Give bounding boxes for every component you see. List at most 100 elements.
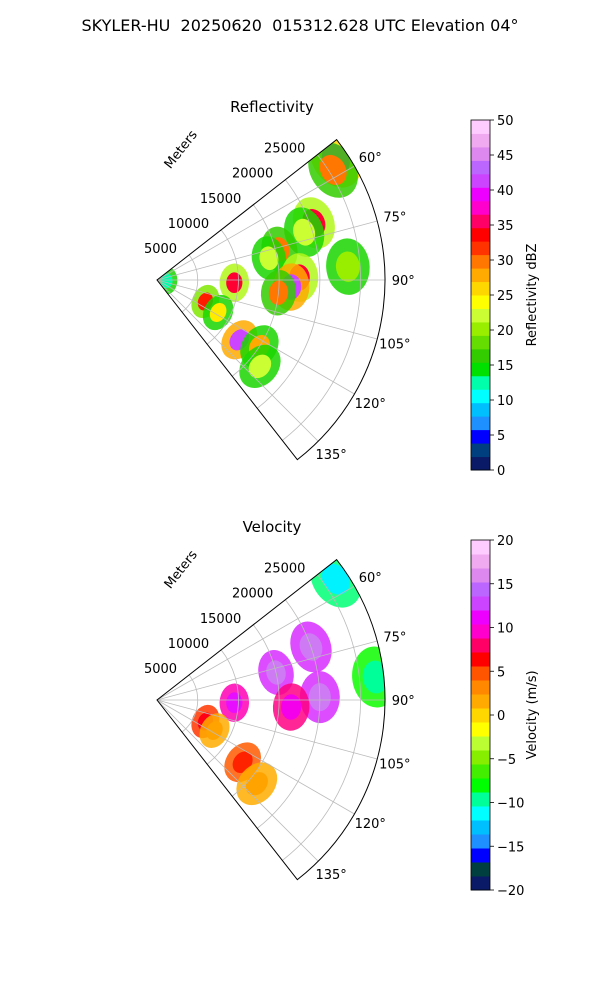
range-ring bbox=[231, 204, 280, 377]
panel-title: Velocity bbox=[243, 518, 302, 536]
colorbar-swatch bbox=[471, 582, 490, 597]
colorbar-swatch bbox=[471, 146, 490, 161]
colorbar-tick-label: 10 bbox=[497, 622, 514, 637]
range-tick-label: 20000 bbox=[232, 587, 273, 602]
colorbar: 0 5 10 15 20 25 30 35 40 45 50 Reflectivity dBZ bbox=[470, 114, 540, 479]
azimuth-tick-label: 90° bbox=[392, 694, 415, 709]
azimuth-line bbox=[156, 165, 355, 281]
velocity-panel: Velocity 5000 10000 15000 20000 25000 Meters 60… bbox=[144, 518, 540, 899]
range-ring bbox=[181, 254, 199, 313]
colorbar-swatch bbox=[471, 834, 490, 849]
range-ring bbox=[181, 674, 199, 733]
azimuth-line bbox=[156, 699, 355, 815]
colorbar-tick-label: 45 bbox=[497, 149, 514, 164]
colorbar-tick-label: 0 bbox=[497, 709, 505, 724]
azimuth-tick-label: 120° bbox=[355, 817, 386, 832]
colorbar-swatch bbox=[471, 806, 490, 821]
range-tick-label: 15000 bbox=[200, 612, 241, 627]
colorbar-tick-label: 50 bbox=[497, 114, 514, 129]
colorbar-swatch bbox=[471, 281, 490, 296]
colorbar-swatch bbox=[471, 862, 490, 877]
grid-layer bbox=[156, 574, 385, 862]
echo-layer bbox=[157, 139, 370, 388]
azimuth-tick-label: 105° bbox=[379, 338, 410, 353]
colorbar: −20 −15 −10 −5 0 5 10 15 20 Velocity (m/s) bbox=[470, 534, 540, 899]
azimuth-tick-label: 60° bbox=[359, 571, 382, 586]
colorbar-swatch bbox=[471, 389, 490, 404]
colorbar-swatch bbox=[471, 241, 490, 256]
azimuth-line bbox=[156, 699, 319, 862]
azimuth-tick-label: 135° bbox=[315, 448, 346, 463]
range-tick-label: 10000 bbox=[168, 637, 209, 652]
colorbar-tick-label: 25 bbox=[497, 289, 514, 304]
colorbar-swatch bbox=[471, 416, 490, 431]
colorbar-swatch bbox=[471, 680, 490, 695]
colorbar-swatch bbox=[471, 254, 490, 269]
colorbar-tick-label: −15 bbox=[497, 840, 524, 855]
range-tick-label: 25000 bbox=[264, 562, 305, 577]
azimuth-line bbox=[156, 279, 355, 395]
colorbar-swatch bbox=[471, 540, 490, 555]
colorbar-swatch bbox=[471, 652, 490, 667]
range-tick-label: 10000 bbox=[168, 217, 209, 232]
colorbar-swatch bbox=[471, 722, 490, 737]
colorbar-tick-label: 20 bbox=[497, 324, 514, 339]
range-ring bbox=[206, 229, 239, 345]
azimuth-tick-label: 120° bbox=[355, 397, 386, 412]
colorbar-tick-label: 30 bbox=[497, 254, 514, 269]
azimuth-tick-label: 75° bbox=[383, 630, 406, 645]
colorbar-swatch bbox=[471, 120, 490, 134]
colorbar-label: Velocity (m/s) bbox=[525, 670, 540, 759]
colorbar-swatch bbox=[471, 187, 490, 202]
colorbar-swatch bbox=[471, 173, 490, 188]
colorbar-swatch bbox=[471, 764, 490, 779]
colorbar-tick-label: 0 bbox=[497, 464, 505, 479]
colorbar-swatch bbox=[471, 348, 490, 363]
colorbar-swatch bbox=[471, 227, 490, 242]
colorbar-tick-label: −20 bbox=[497, 884, 524, 899]
echo-core-cell bbox=[248, 354, 272, 379]
echo-core-cell bbox=[281, 694, 302, 720]
colorbar-swatch bbox=[471, 624, 490, 639]
azimuth-tick-label: 60° bbox=[359, 151, 382, 166]
sector-outline bbox=[156, 558, 386, 881]
colorbar-swatch bbox=[471, 778, 490, 793]
range-ring bbox=[257, 179, 321, 409]
echo-core-cell bbox=[362, 660, 385, 694]
range-ring bbox=[282, 574, 361, 861]
colorbar-swatch bbox=[471, 268, 490, 283]
figure-title: SKYLER-HU 20250620 015312.628 UTC Elevat… bbox=[81, 16, 519, 35]
colorbar-swatch bbox=[471, 736, 490, 751]
colorbar-swatch bbox=[471, 638, 490, 653]
colorbar-swatch bbox=[471, 750, 490, 765]
colorbar-swatch bbox=[471, 321, 490, 336]
colorbar-swatch bbox=[471, 214, 490, 229]
colorbar-swatch bbox=[471, 362, 490, 377]
colorbar-tick-label: −10 bbox=[497, 797, 524, 812]
echo-layer bbox=[191, 559, 385, 806]
colorbar-label: Reflectivity dBZ bbox=[525, 244, 540, 347]
colorbar-swatch bbox=[471, 402, 490, 417]
range-tick-label: 25000 bbox=[264, 142, 305, 157]
colorbar-swatch bbox=[471, 666, 490, 681]
reflectivity-panel: Reflectivity 5000 10000 15000 20000 25000 Mete… bbox=[144, 98, 540, 479]
echo-core-cell bbox=[319, 154, 347, 186]
colorbar-tick-label: −5 bbox=[497, 753, 516, 768]
colorbar-swatch bbox=[471, 133, 490, 148]
range-ring bbox=[282, 154, 361, 441]
range-tick-label: 5000 bbox=[144, 242, 177, 257]
colorbar-swatch bbox=[471, 308, 490, 323]
colorbar-swatch bbox=[471, 160, 490, 175]
sector-outline bbox=[156, 138, 386, 461]
colorbar-swatch bbox=[471, 792, 490, 807]
azimuth-line bbox=[156, 640, 378, 701]
azimuth-line bbox=[156, 220, 378, 281]
colorbar-swatch bbox=[471, 596, 490, 611]
colorbar-tick-label: 15 bbox=[497, 359, 514, 374]
echo-core-cell bbox=[259, 246, 279, 271]
colorbar-swatch bbox=[471, 429, 490, 444]
colorbar-swatch bbox=[471, 200, 490, 215]
azimuth-line bbox=[156, 279, 319, 442]
range-axis-label: Meters bbox=[162, 128, 201, 172]
azimuth-tick-label: 105° bbox=[379, 758, 410, 773]
